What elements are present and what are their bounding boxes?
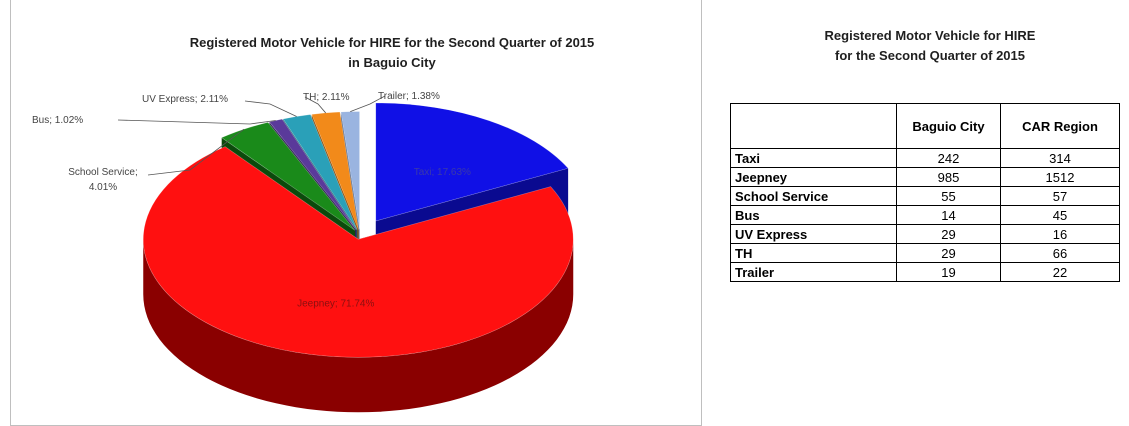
table-cell-category: Bus [730,205,897,225]
table-row: Trailer 19 22 [730,262,1120,282]
table-cell-car: 66 [1000,243,1120,263]
pie-slice-taxi [375,102,569,222]
pie-leader-line [304,96,327,114]
table-cell-category: UV Express [730,224,897,244]
table-row: Jeepney 985 1512 [730,167,1120,187]
table-row: TH 29 66 [730,243,1120,263]
table-title: Registered Motor Vehicle for HIRE for th… [735,26,1125,66]
pie-title-line-2: in Baguio City [348,55,436,70]
table-cell-category: Taxi [730,148,897,168]
table-header-baguio: Baguio City [896,103,1001,149]
pie-data-label: School Service; [68,167,137,178]
pie-data-label: Taxi; 17.63% [414,167,471,178]
table-cell-car: 45 [1000,205,1120,225]
table-cell-baguio: 29 [896,224,1001,244]
table-cell-baguio: 29 [896,243,1001,263]
table-header-car: CAR Region [1000,103,1120,149]
pie-data-label: UV Express; 2.11% [142,94,228,105]
pie-slice-school-service [221,122,356,231]
table-title-line-2: for the Second Quarter of 2015 [835,48,1025,63]
table-title-line-1: Registered Motor Vehicle for HIRE [824,28,1036,43]
pie-slice-jeepney [142,146,574,358]
table-cell-baguio: 55 [896,186,1001,206]
table-cell-baguio: 985 [896,167,1001,187]
table-cell-car: 22 [1000,262,1120,282]
table-cell-car: 314 [1000,148,1120,168]
vehicle-table: Baguio City CAR Region Taxi 242 314 Jeepney… [730,103,1120,282]
table-cell-car: 57 [1000,186,1120,206]
table-cell-baguio: 19 [896,262,1001,282]
pie-leader-line [117,119,276,125]
pie-slice-side [143,239,574,413]
table-cell-baguio: 242 [896,148,1001,168]
pie-data-label: TH; 2.11% [303,92,350,103]
pie-slice-uv-express [282,114,358,230]
table-row: Bus 14 45 [730,205,1120,225]
table-row: School Service 55 57 [730,186,1120,206]
table-header-blank [730,103,897,149]
pie-chart: Registered Motor Vehicle for HIRE for th… [32,35,595,413]
table-cell-category: TH [730,243,897,263]
table-cell-category: School Service [730,186,897,206]
table-cell-category: Trailer [730,262,897,282]
pie-data-label: Bus; 1.02% [32,115,83,126]
pie-data-label: Trailer; 1.38% [378,91,440,102]
pie-leader-line [244,100,297,117]
table-row: Taxi 242 314 [730,148,1120,168]
table-header-row: Baguio City CAR Region [730,103,1120,149]
pie-leader-line [350,95,386,112]
pie-data-label: 4.01% [89,182,117,193]
pie-leader-line [147,128,245,176]
pie-data-label: Jeepney; 71.74% [297,299,374,310]
table-cell-car: 16 [1000,224,1120,244]
pie-slice-th [311,111,359,230]
table-row: UV Express 29 16 [730,224,1120,244]
table-cell-category: Jeepney [730,167,897,187]
table-cell-baguio: 14 [896,205,1001,225]
table-cell-car: 1512 [1000,167,1120,187]
pie-title-line-1: Registered Motor Vehicle for HIRE for th… [190,35,595,50]
